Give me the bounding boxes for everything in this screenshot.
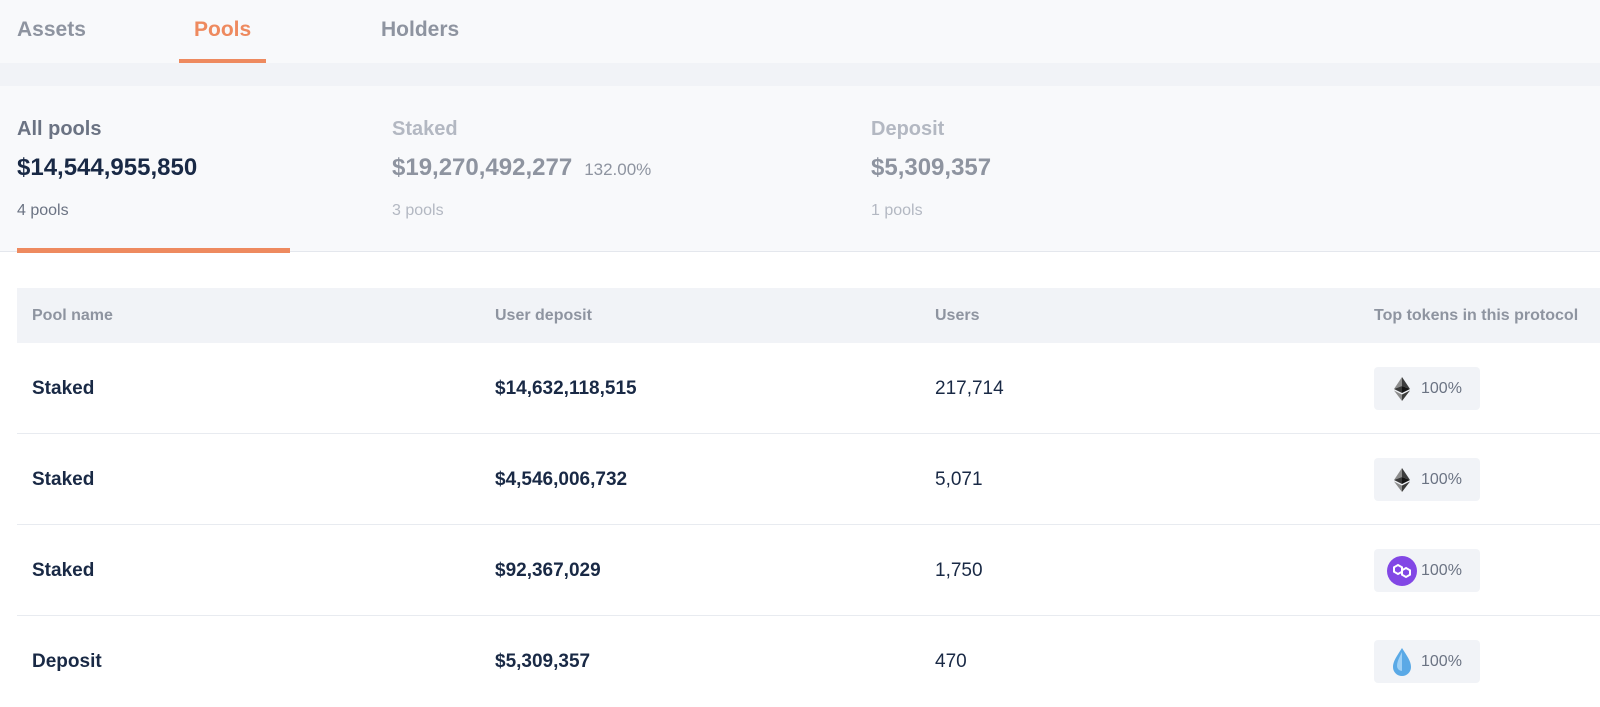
section-divider bbox=[0, 63, 1600, 86]
summary-label: All pools bbox=[17, 118, 102, 140]
tab-label: Pools bbox=[194, 18, 252, 41]
pools-table: Pool name User deposit Users Top tokens … bbox=[17, 288, 1600, 707]
tab-pools[interactable]: Pools bbox=[179, 0, 267, 63]
summary-amount: $14,544,955,850 bbox=[17, 154, 198, 181]
water-drop-icon bbox=[1387, 647, 1417, 677]
summary-pool-count: 3 pools bbox=[392, 202, 444, 219]
tab-holders[interactable]: Holders bbox=[381, 0, 459, 63]
summary-amount: $5,309,357 bbox=[871, 154, 992, 181]
pool-summary: All pools $14,544,955,850 4 pools Staked… bbox=[0, 86, 1600, 253]
token-chip[interactable]: 100% bbox=[1374, 367, 1480, 410]
token-share: 100% bbox=[1421, 561, 1462, 579]
user-count: 217,714 bbox=[935, 378, 1004, 399]
table-row[interactable]: Staked $14,632,118,515 217,714 100% bbox=[17, 343, 1600, 434]
user-deposit: $4,546,006,732 bbox=[495, 469, 628, 490]
column-header-top-tokens: Top tokens in this protocol bbox=[1374, 307, 1579, 324]
user-count: 470 bbox=[935, 651, 967, 672]
summary-value: $19,270,492,277 132.00% bbox=[392, 154, 651, 182]
token-chip[interactable]: 100% bbox=[1374, 549, 1480, 592]
pool-name: Staked bbox=[32, 560, 95, 581]
summary-amount: $19,270,492,277 bbox=[392, 154, 573, 181]
summary-label: Deposit bbox=[871, 118, 945, 140]
ethereum-icon bbox=[1387, 374, 1417, 404]
summary-card-deposit[interactable]: Deposit $5,309,357 1 pools bbox=[871, 86, 1191, 252]
summary-card-staked[interactable]: Staked $19,270,492,277 132.00% 3 pools bbox=[392, 86, 812, 252]
polygon-icon bbox=[1387, 555, 1417, 586]
summary-pool-count: 4 pools bbox=[17, 202, 69, 219]
summary-pool-count: 1 pools bbox=[871, 202, 923, 219]
table-header: Pool name User deposit Users Top tokens … bbox=[17, 288, 1600, 343]
token-chip[interactable]: 100% bbox=[1374, 640, 1480, 683]
user-deposit: $5,309,357 bbox=[495, 651, 591, 672]
table-row[interactable]: Staked $4,546,006,732 5,071 100% bbox=[17, 434, 1600, 525]
tab-label: Assets bbox=[17, 18, 86, 41]
user-count: 1,750 bbox=[935, 560, 983, 581]
tab-underline bbox=[179, 59, 267, 63]
user-count: 5,071 bbox=[935, 469, 983, 490]
summary-percentage: 132.00% bbox=[584, 160, 652, 179]
user-deposit: $14,632,118,515 bbox=[495, 378, 637, 399]
pool-name: Deposit bbox=[32, 651, 102, 672]
token-share: 100% bbox=[1421, 652, 1462, 670]
token-share: 100% bbox=[1421, 470, 1462, 488]
column-header-user-deposit[interactable]: User deposit bbox=[495, 307, 592, 324]
table-row[interactable]: Deposit $5,309,357 470 100% bbox=[17, 616, 1600, 707]
user-deposit: $92,367,029 bbox=[495, 560, 601, 581]
token-share: 100% bbox=[1421, 379, 1462, 397]
summary-active-underline bbox=[17, 248, 290, 253]
tab-assets[interactable]: Assets bbox=[17, 0, 86, 63]
column-header-users[interactable]: Users bbox=[935, 307, 980, 324]
token-chip[interactable]: 100% bbox=[1374, 458, 1480, 501]
table-row[interactable]: Staked $92,367,029 1,750 100% bbox=[17, 525, 1600, 616]
pool-name: Staked bbox=[32, 469, 95, 490]
summary-label: Staked bbox=[392, 118, 458, 140]
ethereum-icon bbox=[1387, 465, 1417, 495]
pool-name: Staked bbox=[32, 378, 95, 399]
column-header-pool-name[interactable]: Pool name bbox=[32, 307, 113, 324]
tab-bar: Assets Pools Holders bbox=[0, 0, 1600, 63]
summary-value: $14,544,955,850 bbox=[17, 154, 197, 182]
tab-label: Holders bbox=[381, 18, 460, 41]
summary-card-all-pools[interactable]: All pools $14,544,955,850 4 pools bbox=[17, 86, 337, 253]
summary-value: $5,309,357 bbox=[871, 154, 991, 182]
